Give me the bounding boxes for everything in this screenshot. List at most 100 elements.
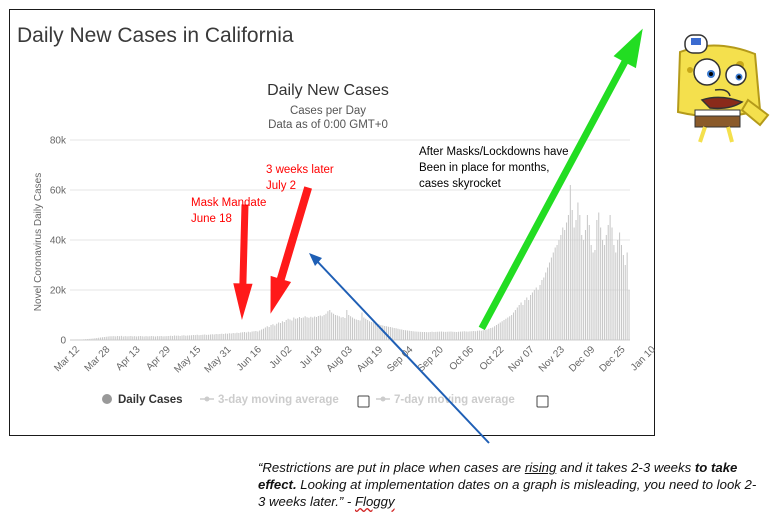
bar: [257, 331, 259, 340]
bar: [393, 328, 395, 340]
bar: [319, 315, 321, 340]
bar: [276, 323, 278, 340]
bar: [154, 336, 157, 340]
bar: [172, 336, 174, 340]
legend-checkbox[interactable]: [536, 395, 549, 408]
bar: [266, 326, 268, 340]
bar: [357, 320, 359, 340]
bar: [488, 328, 490, 340]
bar: [103, 337, 105, 340]
bar: [122, 336, 124, 340]
bar: [476, 330, 479, 340]
bar: [109, 336, 111, 340]
bar: [147, 336, 149, 340]
bar: [480, 330, 482, 340]
bar: [433, 332, 435, 340]
x-tick-label: Jul 18: [298, 344, 325, 371]
bar: [200, 335, 202, 340]
bar: [543, 277, 545, 340]
x-tick-label: Aug 19: [355, 344, 385, 374]
bar: [137, 336, 139, 340]
x-tick-label: Mar 12: [52, 344, 82, 374]
bar: [251, 331, 253, 340]
y-tick-label: 80k: [50, 136, 67, 147]
bar: [96, 338, 98, 340]
legend-marker: [102, 394, 112, 404]
bar: [439, 331, 441, 340]
bar: [323, 315, 325, 340]
page-title: Daily New Cases in California: [17, 24, 294, 47]
bar: [495, 325, 497, 340]
bar: [236, 332, 238, 340]
bar: [615, 252, 617, 340]
quote-part2: and it takes 2-3 weeks: [556, 460, 695, 475]
bar: [344, 318, 346, 340]
bar: [520, 302, 522, 340]
bar: [285, 320, 287, 340]
bar: [446, 331, 448, 340]
bar: [315, 317, 318, 340]
bar: [492, 327, 494, 340]
bar: [168, 336, 170, 340]
bar: [189, 335, 191, 340]
bar: [86, 339, 88, 340]
bar: [478, 330, 480, 340]
bar: [334, 315, 336, 340]
bar: [115, 336, 117, 340]
bar: [389, 327, 391, 340]
x-tick-labels: Mar 12 Mar 28 Apr 13 Apr 29 May 15 May 31 Jun …: [52, 344, 658, 375]
bar: [547, 267, 549, 340]
bar: [619, 232, 621, 340]
legend-item-7-day-average[interactable]: 7-day moving average: [394, 394, 515, 406]
bar: [541, 280, 543, 340]
bar: [211, 334, 213, 340]
bar: [425, 332, 427, 340]
bar: [287, 318, 289, 340]
legend[interactable]: Daily Cases 3-day moving average 7-day mov…: [102, 394, 549, 408]
bar: [190, 335, 193, 340]
bar: [327, 311, 329, 340]
bar: [600, 227, 602, 340]
bar: [395, 328, 397, 340]
legend-item-daily-cases[interactable]: Daily Cases: [118, 394, 183, 406]
bar: [380, 325, 382, 340]
quote-rising: rising: [524, 460, 557, 475]
bar: [175, 335, 177, 340]
bar: [208, 334, 210, 340]
bar: [537, 290, 539, 340]
bar: [554, 247, 556, 340]
bar: [602, 240, 604, 340]
x-tick-label: May 15: [172, 344, 203, 375]
bar: [592, 252, 594, 340]
bar: [467, 331, 469, 340]
bar: [626, 252, 628, 340]
bar: [136, 336, 138, 340]
bar: [81, 339, 83, 340]
bar: [247, 331, 249, 340]
bar: [501, 321, 503, 340]
bar: [586, 215, 588, 340]
legend-checkbox[interactable]: [357, 395, 370, 408]
bar: [490, 328, 492, 340]
bar: [437, 331, 439, 340]
bar: [92, 338, 94, 340]
bar: [278, 322, 280, 340]
bar: [308, 317, 310, 340]
legend-item-3-day-average[interactable]: 3-day moving average: [218, 394, 339, 406]
bar: [583, 240, 585, 340]
bar: [558, 240, 560, 340]
bar: [524, 300, 526, 340]
bar: [410, 331, 412, 340]
x-tick-label: Dec 09: [567, 344, 597, 374]
bar: [605, 235, 607, 340]
bar: [283, 322, 285, 340]
bar: [204, 334, 206, 340]
bar: [156, 336, 158, 340]
bar: [310, 316, 312, 340]
bar: [441, 331, 443, 340]
bar: [420, 331, 422, 340]
bar: [94, 338, 96, 340]
bar: [141, 336, 143, 340]
bar: [486, 329, 488, 340]
